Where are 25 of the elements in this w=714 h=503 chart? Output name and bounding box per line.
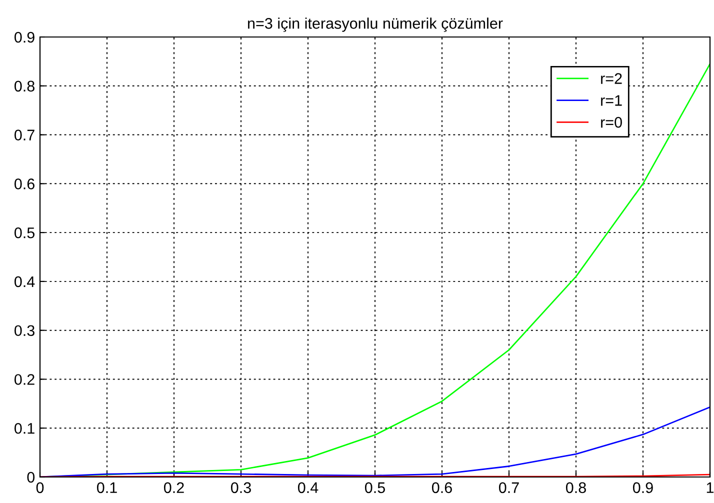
- x-tick-label: 0.3: [230, 482, 251, 494]
- x-tick-label: 0.7: [498, 482, 519, 494]
- y-tick-label: 0: [27, 472, 35, 483]
- y-tick-label: 0.2: [14, 374, 34, 385]
- x-tick-label: 0.2: [164, 482, 184, 494]
- legend-label: r=0: [601, 116, 622, 128]
- y-tick-label: 0.7: [14, 130, 34, 140]
- x-tick-label: 0.6: [432, 482, 452, 494]
- y-tick-label: 0.8: [14, 80, 34, 92]
- y-tick-label: 0.9: [14, 32, 34, 43]
- x-tick-label: 0: [36, 482, 44, 494]
- x-tick-label: 0.4: [298, 482, 318, 494]
- legend-label: r=1: [601, 95, 622, 106]
- legend-label: r=2: [601, 73, 622, 84]
- x-tick-label: 0.8: [566, 482, 586, 494]
- y-tick-label: 0.6: [14, 178, 34, 190]
- y-tick-label: 0.3: [14, 325, 34, 336]
- y-tick-label: 0.5: [14, 227, 34, 238]
- x-tick-label: 0.5: [364, 482, 385, 494]
- x-tick-label: 0.9: [632, 482, 653, 494]
- y-tick-label: 0.4: [14, 276, 35, 288]
- chart-title: n=3 için iterasyonlu nümerik çözümler: [248, 18, 503, 32]
- x-tick-label: 0.1: [96, 482, 117, 494]
- x-tick-label: 1: [706, 482, 714, 493]
- y-tick-label: 0.1: [14, 422, 34, 434]
